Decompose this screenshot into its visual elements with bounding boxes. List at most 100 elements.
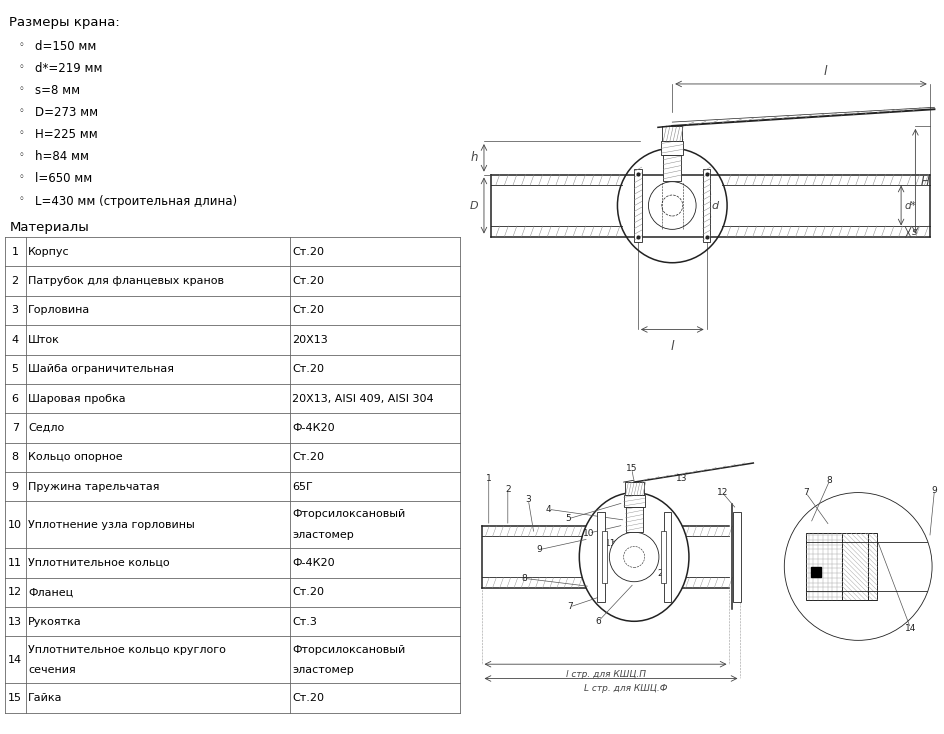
Text: Седло: Седло — [28, 423, 64, 433]
Text: Кольцо опорное: Кольцо опорное — [28, 452, 123, 462]
Bar — [602, 531, 607, 583]
Text: ◦: ◦ — [19, 84, 25, 95]
Bar — [664, 155, 682, 181]
Text: 8: 8 — [827, 476, 833, 485]
Text: Фланец: Фланец — [28, 587, 74, 597]
Text: 5: 5 — [565, 515, 571, 523]
Bar — [868, 533, 877, 600]
Text: h: h — [471, 151, 479, 164]
Text: ◦: ◦ — [19, 128, 25, 139]
Text: 4: 4 — [546, 505, 551, 514]
Ellipse shape — [580, 493, 689, 621]
Text: 6: 6 — [11, 393, 19, 404]
Text: 9: 9 — [932, 486, 937, 495]
Text: Ф-4К20: Ф-4К20 — [292, 423, 335, 433]
Text: 10: 10 — [8, 520, 23, 530]
Text: Размеры крана:: Размеры крана: — [9, 16, 120, 29]
Bar — [733, 512, 741, 602]
Text: Ст.3: Ст.3 — [292, 617, 317, 627]
Bar — [663, 126, 683, 141]
Text: Патрубок для фланцевых кранов: Патрубок для фланцевых кранов — [28, 276, 224, 286]
Bar — [624, 495, 645, 507]
Text: d*=219 мм: d*=219 мм — [35, 62, 103, 76]
Text: D=273 мм: D=273 мм — [35, 106, 98, 120]
Bar — [841, 533, 868, 600]
Text: 15: 15 — [8, 693, 23, 703]
Text: Ф-4К20: Ф-4К20 — [292, 558, 335, 568]
Text: 9: 9 — [11, 482, 19, 492]
Text: Уплотнительное кольцо круглого: Уплотнительное кольцо круглого — [28, 644, 226, 655]
Text: ◦: ◦ — [19, 40, 25, 51]
Bar — [702, 169, 711, 242]
Bar — [664, 512, 671, 602]
Circle shape — [784, 493, 932, 640]
Text: 1: 1 — [11, 247, 19, 257]
Text: 7: 7 — [11, 423, 19, 433]
Text: Корпус: Корпус — [28, 247, 70, 257]
Bar — [806, 533, 841, 600]
Text: D: D — [469, 200, 479, 211]
Text: d: d — [712, 200, 719, 211]
Text: эластомер: эластомер — [292, 665, 354, 675]
Text: Ст.20: Ст.20 — [292, 587, 324, 597]
Text: Гайка: Гайка — [28, 693, 62, 703]
Text: Пружина тарельчатая: Пружина тарельчатая — [28, 482, 160, 492]
Text: s: s — [912, 228, 918, 238]
Text: L=430 мм (строительная длина): L=430 мм (строительная длина) — [35, 195, 237, 208]
Text: l стр. для КШЦ.П: l стр. для КШЦ.П — [565, 670, 646, 679]
Text: d*: d* — [905, 200, 917, 211]
Circle shape — [609, 532, 659, 582]
Text: 3: 3 — [526, 495, 531, 504]
Text: 11: 11 — [8, 558, 23, 568]
Text: Ст.20: Ст.20 — [292, 693, 324, 703]
Text: Шайба ограничительная: Шайба ограничительная — [28, 364, 174, 374]
Text: Ст.20: Ст.20 — [292, 276, 324, 286]
Text: ◦: ◦ — [19, 195, 25, 205]
Text: 7: 7 — [567, 603, 573, 611]
Text: 5: 5 — [11, 364, 19, 374]
Text: 20Х13, AISI 409, AISI 304: 20Х13, AISI 409, AISI 304 — [292, 393, 433, 404]
Text: Ст.20: Ст.20 — [292, 364, 324, 374]
Text: 12: 12 — [716, 488, 728, 497]
Text: 4: 4 — [11, 335, 19, 345]
Text: 8: 8 — [11, 452, 19, 462]
Text: l=650 мм: l=650 мм — [35, 172, 93, 186]
Bar — [626, 507, 643, 532]
Text: 12: 12 — [8, 587, 23, 597]
Text: 15: 15 — [626, 464, 637, 473]
Text: Ст.20: Ст.20 — [292, 305, 324, 316]
Text: Фторсилоксановый: Фторсилоксановый — [292, 509, 405, 520]
Text: ◦: ◦ — [19, 150, 25, 161]
Text: d=150 мм: d=150 мм — [35, 40, 96, 54]
Text: 7: 7 — [803, 488, 809, 497]
Text: 20Х13: 20Х13 — [292, 335, 328, 345]
Text: Шток: Шток — [28, 335, 59, 345]
Text: 9: 9 — [536, 545, 542, 554]
Text: 13: 13 — [8, 617, 23, 627]
Text: 10: 10 — [583, 528, 595, 537]
Text: Уплотнительное кольцо: Уплотнительное кольцо — [28, 558, 170, 568]
Text: H: H — [921, 175, 930, 188]
Bar — [625, 482, 644, 495]
Text: Фторсилоксановый: Фторсилоксановый — [292, 644, 405, 655]
Text: l: l — [823, 65, 827, 79]
Text: Рукоятка: Рукоятка — [28, 617, 82, 627]
Text: ◦: ◦ — [19, 62, 25, 73]
Text: 21: 21 — [657, 569, 668, 578]
Text: сечения: сечения — [28, 665, 76, 675]
Text: 13: 13 — [676, 473, 687, 483]
Text: H=225 мм: H=225 мм — [35, 128, 98, 142]
Text: 2: 2 — [11, 276, 19, 286]
Text: 65Г: 65Г — [292, 482, 312, 492]
Text: 8: 8 — [522, 574, 528, 583]
Text: Ст.20: Ст.20 — [292, 247, 324, 257]
Text: Шаровая пробка: Шаровая пробка — [28, 393, 126, 404]
Text: 3: 3 — [11, 305, 19, 316]
Text: 14: 14 — [8, 655, 23, 665]
Text: эластомер: эластомер — [292, 530, 354, 540]
Text: s=8 мм: s=8 мм — [35, 84, 80, 98]
Bar — [662, 141, 683, 155]
Bar — [634, 169, 642, 242]
Text: ◦: ◦ — [19, 172, 25, 183]
Text: h=84 мм: h=84 мм — [35, 150, 89, 164]
